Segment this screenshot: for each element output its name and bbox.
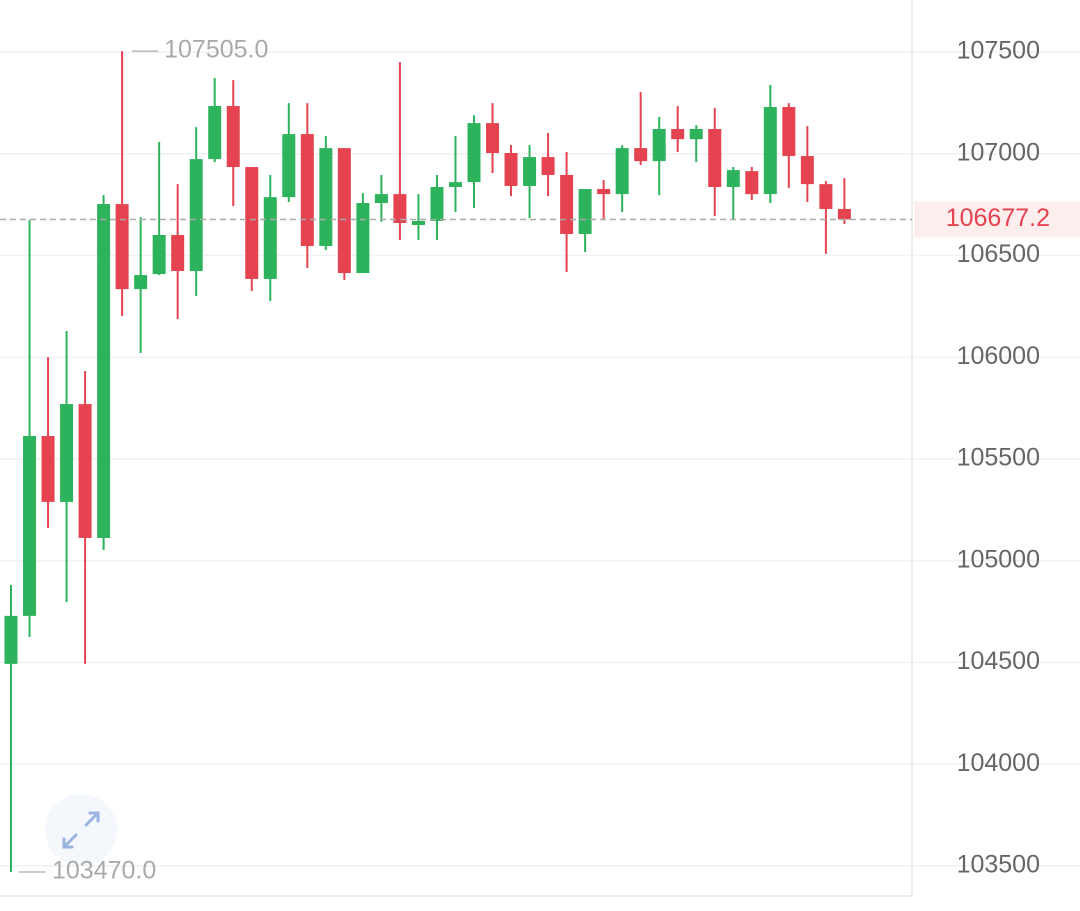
- expand-bg: [45, 794, 117, 866]
- candle-body: [800, 156, 814, 185]
- candle-body: [97, 204, 111, 538]
- candle-body: [60, 404, 74, 502]
- candle-body: [597, 189, 611, 195]
- candle-body: [486, 123, 500, 154]
- candle-body: [615, 148, 629, 195]
- candle-body: [356, 203, 370, 274]
- candle-body: [208, 106, 222, 160]
- candle-body: [578, 189, 592, 234]
- expand-icon: [62, 811, 100, 849]
- candle-body: [41, 436, 55, 502]
- candle-body: [152, 234, 166, 275]
- candle-body: [726, 170, 740, 187]
- candle-body: [504, 153, 518, 186]
- candle-body: [448, 182, 462, 187]
- y-tick-label: 105000: [957, 545, 1040, 573]
- candle-body: [523, 157, 537, 186]
- candle-body: [374, 194, 388, 204]
- candle-body: [837, 208, 851, 220]
- candle-body: [189, 159, 203, 272]
- y-tick-label: 107500: [957, 37, 1040, 65]
- candle-body: [671, 128, 685, 140]
- y-tick-label: 106000: [957, 342, 1040, 370]
- candle-body: [782, 107, 796, 157]
- max-label: 107505.0: [164, 36, 268, 64]
- candle-body: [337, 148, 351, 274]
- y-tick-label: 103500: [957, 851, 1040, 879]
- expand-button[interactable]: [45, 794, 117, 866]
- candle-body: [708, 128, 722, 187]
- y-tick-label: 104500: [957, 647, 1040, 675]
- candle-body: [467, 123, 481, 183]
- candle-body: [263, 197, 277, 279]
- candle-body: [23, 436, 37, 616]
- candle-body: [745, 171, 759, 195]
- candle-body: [652, 128, 666, 162]
- y-tick-label: 105500: [957, 444, 1040, 472]
- candle-body: [819, 184, 833, 209]
- candle-body: [634, 148, 648, 162]
- min-label: 103470.0: [52, 857, 156, 885]
- candle-body: [411, 220, 425, 226]
- candle-body: [134, 275, 148, 290]
- candle-body: [393, 194, 407, 223]
- candle-body: [282, 134, 296, 198]
- candle-body: [4, 615, 18, 664]
- candle-body: [689, 128, 703, 140]
- y-tick-label: 106500: [957, 240, 1040, 268]
- candle-body: [319, 148, 333, 246]
- y-tick-label: 104000: [957, 749, 1040, 777]
- candle-body: [171, 234, 185, 272]
- candle-body: [430, 186, 444, 221]
- candle-body: [763, 107, 777, 195]
- y-tick-label: 107000: [957, 138, 1040, 166]
- candle-body: [560, 174, 574, 234]
- candle-body: [300, 134, 314, 246]
- last-price-label: 106677.2: [946, 204, 1050, 232]
- candle-body: [245, 167, 259, 279]
- last-price-box: [914, 201, 1080, 238]
- candle-body: [115, 204, 129, 290]
- candle-body: [78, 404, 92, 538]
- candle-body: [541, 157, 555, 175]
- candle-body: [226, 106, 240, 168]
